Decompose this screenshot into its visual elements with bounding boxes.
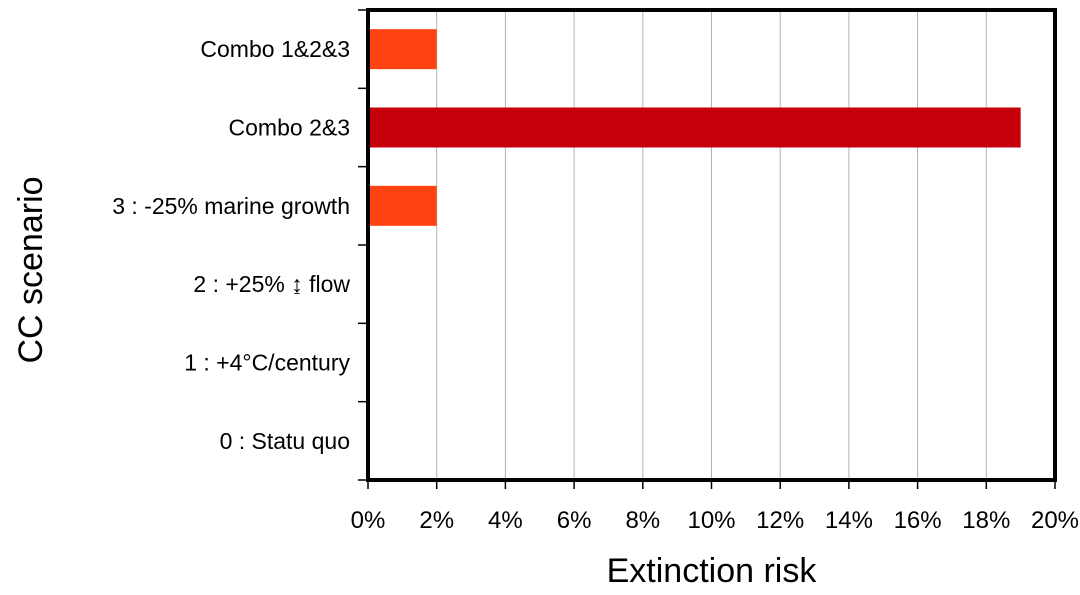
- category-label: 2 : +25% ↨ flow: [193, 271, 350, 297]
- x-tick-label: 8%: [625, 507, 660, 534]
- x-tick-label: 18%: [962, 507, 1010, 534]
- bar: [368, 29, 437, 70]
- y-axis-title: CC scenario: [12, 176, 50, 363]
- x-tick-label: 20%: [1031, 507, 1079, 534]
- category-label: 1 : +4°C/century: [184, 350, 350, 376]
- category-labels: 0 : Statu quo 1 : +4°C/century 2 : +25% ↨ …: [112, 36, 350, 454]
- tick-marks: [358, 9, 1056, 489]
- x-tick-label: 10%: [687, 507, 735, 534]
- category-label: Combo 1&2&3: [200, 36, 350, 62]
- bar: [368, 185, 437, 226]
- category-label: Combo 2&3: [229, 115, 350, 141]
- gridlines: [436, 10, 987, 480]
- x-tick-label: 2%: [419, 507, 454, 534]
- bar: [368, 107, 1021, 148]
- x-tick-labels: 0% 2% 4% 6% 8% 10% 12% 14% 16% 18% 20%: [351, 507, 1079, 534]
- category-label: 3 : -25% marine growth: [112, 193, 350, 219]
- category-label: 0 : Statu quo: [220, 428, 350, 454]
- x-tick-label: 16%: [894, 507, 942, 534]
- x-axis-title: Extinction risk: [607, 552, 818, 590]
- x-tick-label: 0%: [351, 507, 386, 534]
- x-tick-label: 14%: [825, 507, 873, 534]
- x-tick-label: 6%: [557, 507, 592, 534]
- x-tick-label: 4%: [488, 507, 523, 534]
- x-tick-label: 12%: [756, 507, 804, 534]
- bars: [368, 29, 1021, 226]
